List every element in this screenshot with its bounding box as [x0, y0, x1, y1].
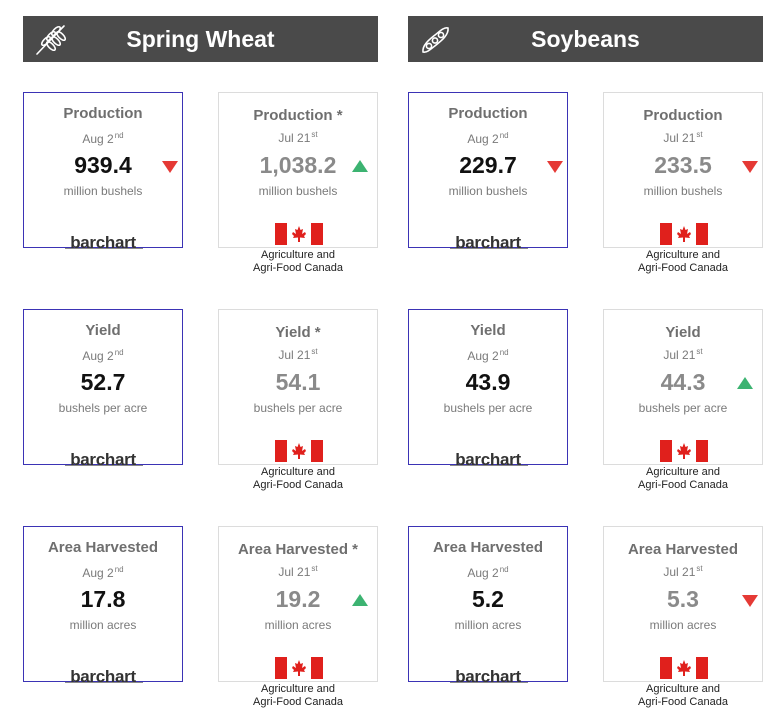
spring-wheat-header: Spring Wheat [23, 16, 378, 62]
report-date: Jul 21st [278, 347, 318, 362]
soybeans-title: Soybeans [531, 26, 640, 52]
metric-unit: bushels per acre [638, 401, 728, 415]
barchart-logo-underline [450, 465, 528, 466]
metric-title: Yield [85, 322, 121, 339]
aafc-source-label: Agriculture and Agri-Food Canada [253, 249, 343, 274]
metric-unit: million acres [264, 618, 332, 632]
metric-unit: million bushels [258, 184, 338, 198]
metric-unit: million acres [649, 618, 717, 632]
barchart-logo: barchart [455, 667, 521, 686]
metric-value: 5.2 [472, 586, 504, 612]
metric-value: 19.2 [275, 586, 321, 612]
report-date: Jul 21st [278, 130, 318, 145]
soybeans-header: Soybeans [408, 16, 763, 62]
barchart-logo-underline [65, 682, 143, 683]
wheat-area-aafc-card: Area Harvested * Jul 21st 19.2 million a… [218, 526, 378, 682]
canada-flag-icon [660, 657, 708, 679]
metric-title: Yield [470, 322, 506, 339]
barchart-logo: barchart [70, 233, 136, 252]
barchart-logo: barchart [70, 667, 136, 686]
canada-flag-icon [275, 440, 323, 462]
metric-value: 43.9 [465, 369, 511, 395]
report-date: Aug 2nd [82, 348, 124, 363]
metric-value: 17.8 [80, 586, 126, 612]
soy-area-aafc-card: Area Harvested Jul 21st 5.3 million acre… [603, 526, 763, 682]
report-date: Aug 2nd [467, 348, 509, 363]
metric-title: Production [448, 105, 528, 122]
canada-flag-icon [660, 223, 708, 245]
report-date: Jul 21st [663, 347, 703, 362]
down-arrow-icon [742, 595, 758, 607]
metric-unit: million bushels [63, 184, 143, 198]
soy-yield-aafc-card: Yield Jul 21st 44.3 bushels per acre [603, 309, 763, 465]
up-arrow-icon [352, 594, 368, 606]
metric-unit: million bushels [448, 184, 528, 198]
soy-area-barchart-card: Area Harvested Aug 2nd 5.2 million acres… [408, 526, 568, 686]
metric-value: 1,038.2 [259, 152, 337, 178]
soy-production-aafc-card: Production Jul 21st 233.5 million bushel… [603, 92, 763, 248]
barchart-logo-underline [65, 465, 143, 466]
aafc-source-label: Agriculture and Agri-Food Canada [253, 466, 343, 491]
metric-unit: million bushels [643, 184, 723, 198]
metric-title: Production * [253, 107, 343, 124]
metric-title: Production [643, 107, 723, 124]
aafc-source-label: Agriculture and Agri-Food Canada [638, 249, 728, 274]
report-date: Aug 2nd [467, 565, 509, 580]
canada-flag-icon [275, 223, 323, 245]
barchart-logo-underline [65, 248, 143, 249]
metric-title: Area Harvested [432, 539, 544, 556]
metric-title: Production [63, 105, 143, 122]
barchart-logo-underline [450, 682, 528, 683]
wheat-icon [36, 25, 67, 55]
metric-title: Yield * [275, 324, 321, 341]
report-date: Aug 2nd [82, 131, 124, 146]
metric-value: 233.5 [654, 152, 712, 178]
metric-value: 229.7 [459, 152, 517, 178]
barchart-logo: barchart [455, 450, 521, 469]
wheat-production-aafc-card: Production * Jul 21st 1,038.2 million bu… [218, 92, 378, 248]
wheat-production-barchart-card: Production Aug 2nd 939.4 million bushels… [23, 92, 183, 252]
canada-flag-icon [275, 657, 323, 679]
barchart-logo: barchart [70, 450, 136, 469]
metric-value: 939.4 [74, 152, 132, 178]
metric-title: Area Harvested * [237, 541, 359, 558]
barchart-logo-underline [450, 248, 528, 249]
metric-title: Area Harvested [627, 541, 739, 558]
barchart-logo: barchart [455, 233, 521, 252]
wheat-yield-aafc-card: Yield * Jul 21st 54.1 bushels per acre [218, 309, 378, 465]
metric-value: 5.3 [667, 586, 699, 612]
soy-production-barchart-card: Production Aug 2nd 229.7 million bushels… [408, 92, 568, 252]
canada-flag-icon [660, 440, 708, 462]
up-arrow-icon [352, 160, 368, 172]
metric-unit: million acres [454, 618, 522, 632]
down-arrow-icon [742, 161, 758, 173]
soy-yield-barchart-card: Yield Aug 2nd 43.9 bushels per acre barc… [408, 309, 568, 469]
soybean-pod-icon [422, 27, 449, 53]
metric-unit: million acres [69, 618, 137, 632]
metric-value: 54.1 [275, 369, 321, 395]
report-date: Jul 21st [663, 564, 703, 579]
metric-value: 44.3 [660, 369, 706, 395]
down-arrow-icon [547, 161, 563, 173]
up-arrow-icon [737, 377, 753, 389]
metric-value: 52.7 [80, 369, 126, 395]
spring-wheat-title: Spring Wheat [126, 26, 275, 52]
report-date: Jul 21st [663, 130, 703, 145]
metric-unit: bushels per acre [253, 401, 343, 415]
aafc-source-label: Agriculture and Agri-Food Canada [638, 466, 728, 491]
metric-unit: bushels per acre [58, 401, 148, 415]
aafc-source-label: Agriculture and Agri-Food Canada [638, 683, 728, 708]
report-date: Aug 2nd [467, 131, 509, 146]
aafc-source-label: Agriculture and Agri-Food Canada [253, 683, 343, 708]
report-date: Jul 21st [278, 564, 318, 579]
metric-unit: bushels per acre [443, 401, 533, 415]
metric-title: Yield [665, 324, 701, 341]
metric-title: Area Harvested [47, 539, 159, 556]
report-date: Aug 2nd [82, 565, 124, 580]
wheat-yield-barchart-card: Yield Aug 2nd 52.7 bushels per acre barc… [23, 309, 183, 469]
down-arrow-icon [162, 161, 178, 173]
wheat-area-barchart-card: Area Harvested Aug 2nd 17.8 million acre… [23, 526, 183, 686]
